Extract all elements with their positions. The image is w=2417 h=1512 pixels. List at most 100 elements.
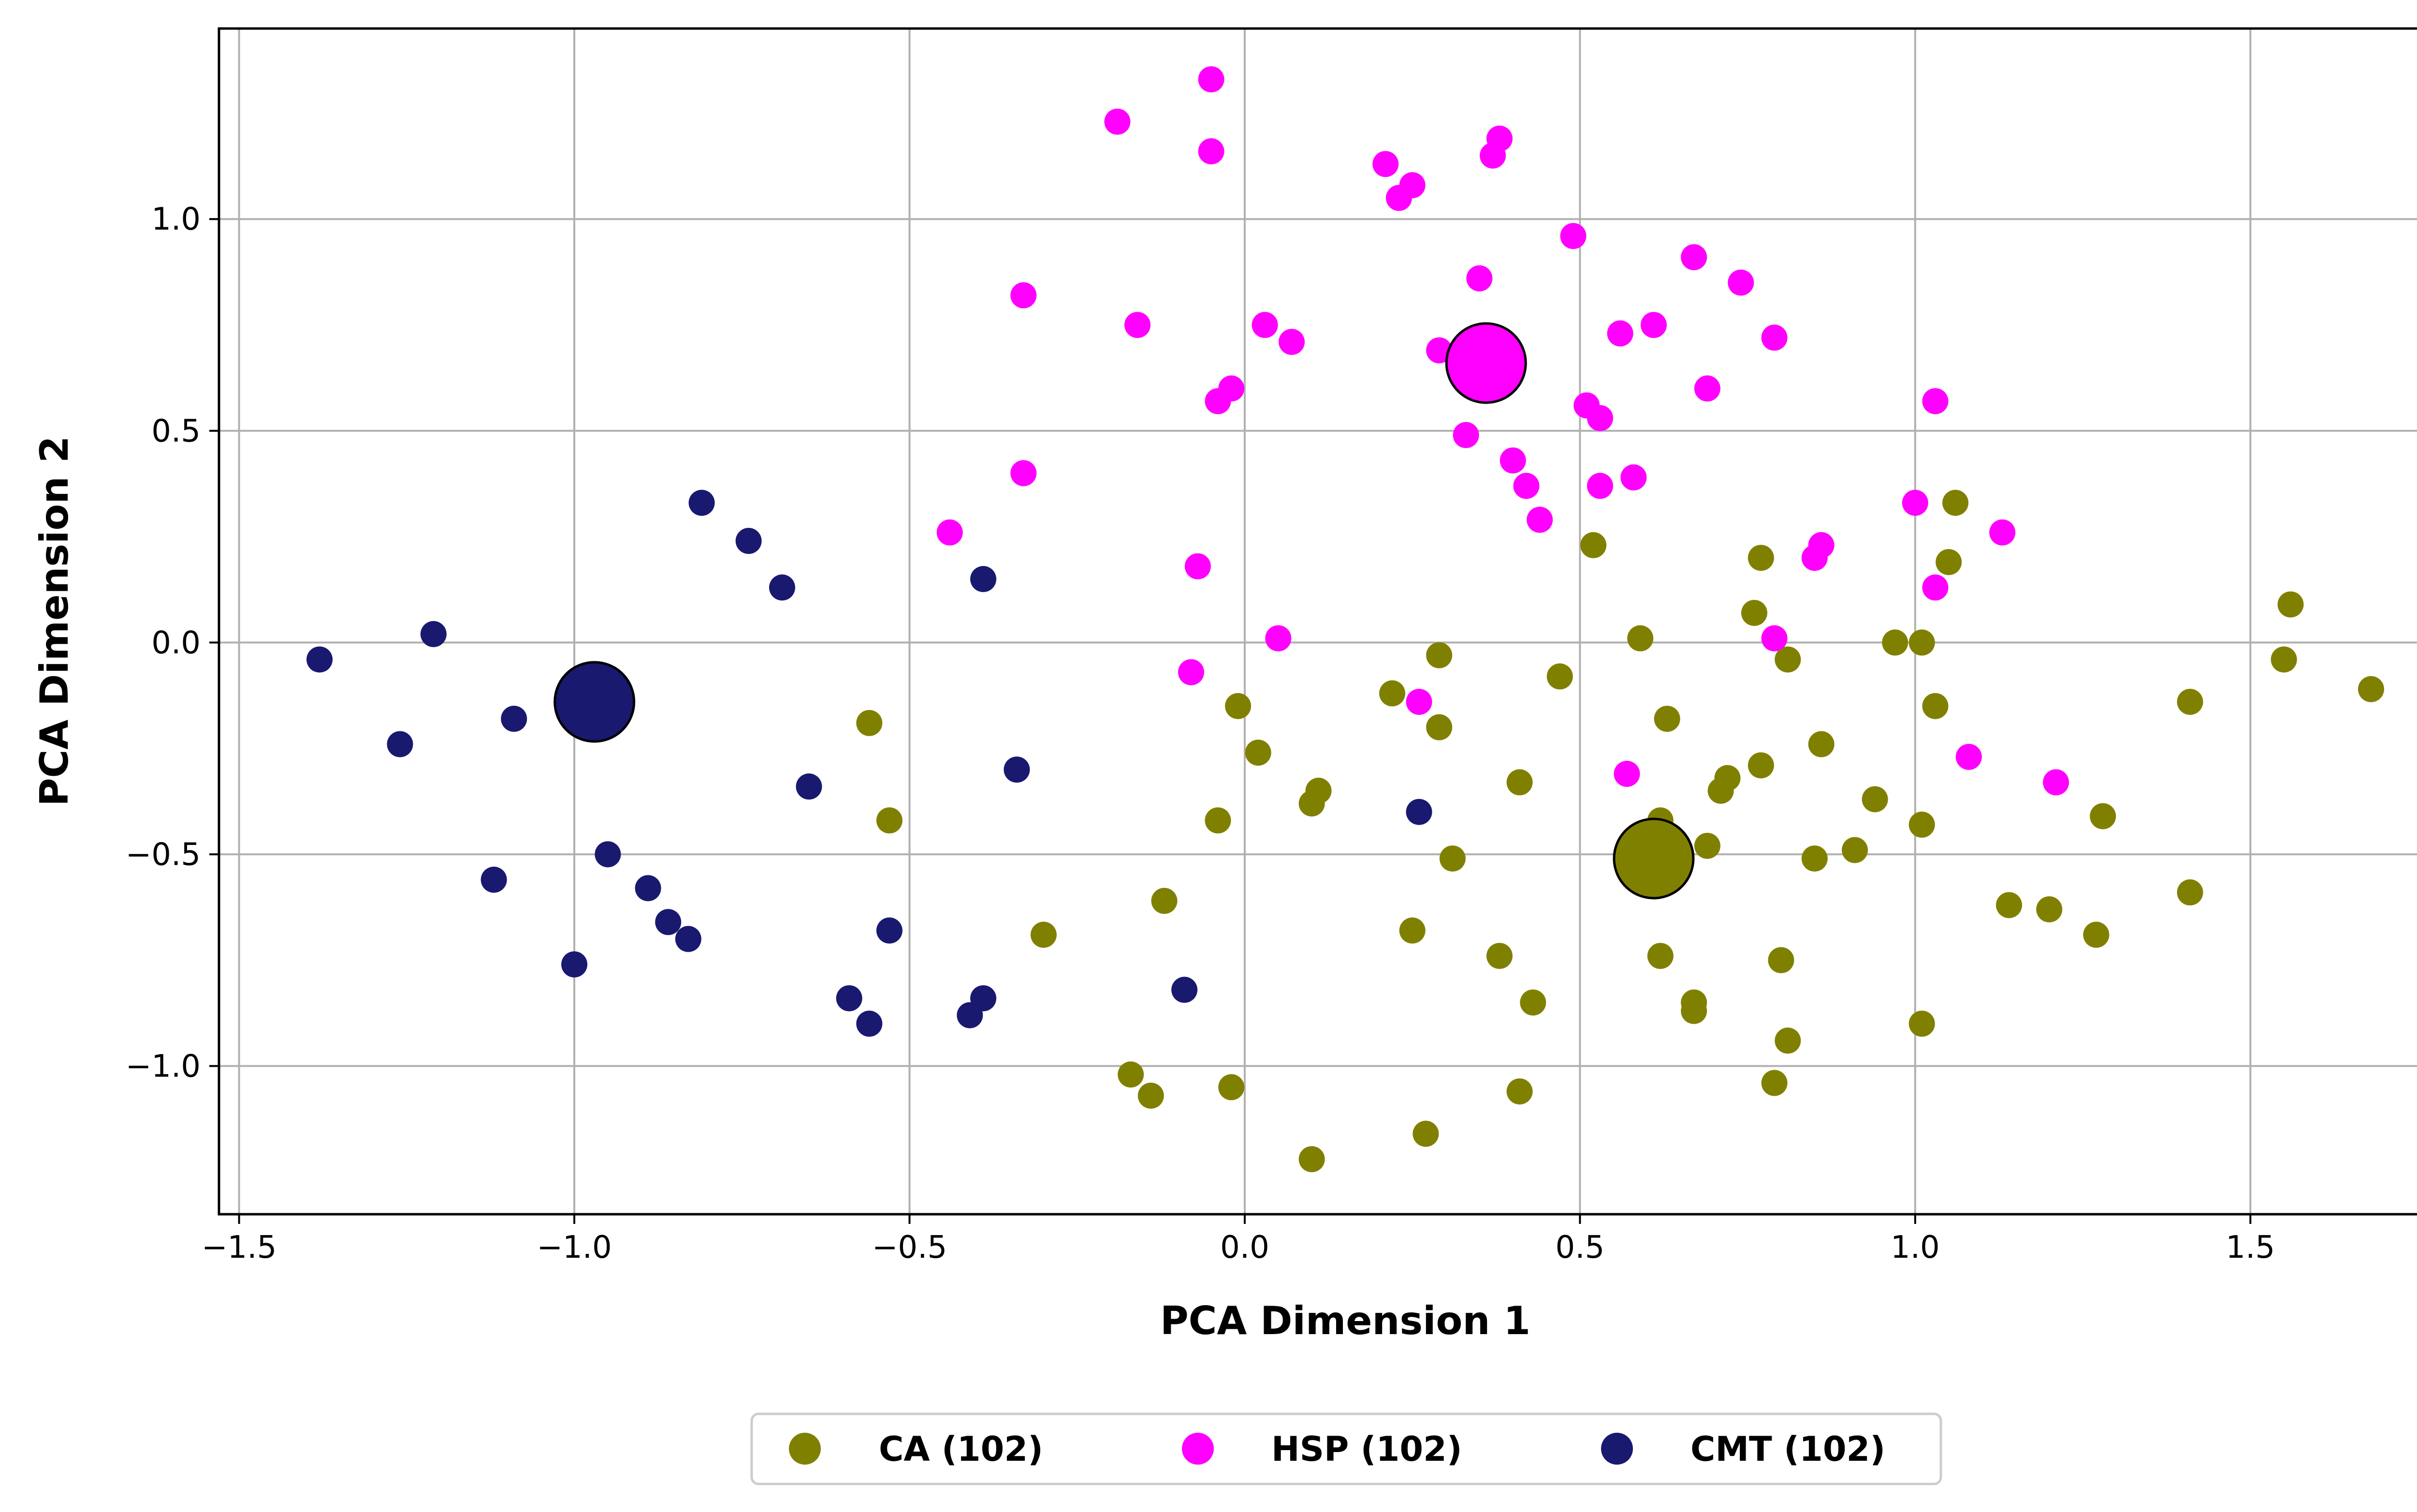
data-point-hsp (1989, 519, 2016, 546)
data-point-cmt (735, 528, 762, 554)
data-point-cmt (688, 490, 715, 516)
centroid-markers (553, 322, 1695, 900)
data-point-hsp (1372, 151, 1399, 177)
data-point-ca (1205, 807, 1231, 834)
y-tick-label: −1.0 (126, 1048, 201, 1084)
x-tick-label: −0.5 (872, 1230, 947, 1265)
data-point-ca (1775, 646, 1801, 673)
plot-frame (218, 27, 2417, 1216)
data-point-hsp (2043, 769, 2069, 796)
data-point-hsp (1104, 108, 1131, 135)
data-point-hsp (1614, 760, 1640, 787)
data-point-hsp (1922, 574, 1949, 601)
data-point-hsp (1902, 490, 1928, 516)
data-point-cmt (876, 917, 903, 944)
data-point-hsp (1587, 473, 1614, 499)
data-point-ca (1908, 1010, 1935, 1037)
data-point-hsp (1694, 375, 1720, 402)
y-tick-label: −0.5 (126, 837, 201, 872)
legend-marker-cmt (1601, 1433, 1633, 1465)
legend-label-ca: CA (102) (879, 1429, 1043, 1469)
data-point-cmt (1171, 976, 1198, 1003)
data-point-cmt (796, 773, 822, 800)
data-point-hsp (1922, 388, 1949, 414)
data-point-ca (1908, 629, 1935, 656)
data-point-ca (1118, 1061, 1144, 1088)
data-point-cmt (769, 574, 795, 601)
data-point-hsp (1399, 172, 1426, 199)
x-tick-label: 1.0 (1891, 1230, 1940, 1265)
legend-entry-hsp: HSP (102) (1182, 1429, 1462, 1469)
data-point-hsp (1500, 447, 1526, 474)
legend-label-cmt: CMT (102) (1690, 1429, 1885, 1469)
data-point-hsp (1265, 625, 1292, 652)
data-point-hsp (1426, 337, 1453, 363)
data-point-cmt (1004, 756, 1030, 783)
data-point-hsp (936, 519, 963, 546)
data-point-cmt (970, 985, 997, 1012)
data-point-ca (2036, 896, 2063, 923)
x-tick-label: −1.5 (202, 1230, 277, 1265)
legend-entry-cmt: CMT (102) (1601, 1429, 1885, 1469)
data-point-hsp (1587, 405, 1614, 431)
data-point-hsp (1681, 244, 1707, 271)
axis-ticks: −1.5 −1.0 −0.5 0.0 0.5 1.0 1.5 −1.0 −0.5 0.0 0.5 1.… (126, 202, 2275, 1265)
data-point-hsp (1218, 375, 1245, 402)
data-point-hsp (1466, 265, 1493, 291)
legend: CA (102) HSP (102) CMT (102) (750, 1412, 1942, 1485)
data-point-ca (1654, 705, 1680, 732)
data-point-cmt (501, 705, 527, 732)
centroid-marker-cmt (553, 661, 636, 743)
data-point-ca (1486, 943, 1513, 969)
data-point-cmt (480, 866, 507, 893)
data-point-ca (1627, 625, 1654, 652)
data-point-hsp (1124, 312, 1151, 338)
data-point-cmt (970, 566, 997, 592)
data-point-ca (1137, 1082, 1164, 1109)
data-point-ca (1245, 740, 1271, 766)
data-point-ca (1747, 545, 1774, 571)
data-point-ca (1842, 837, 1868, 863)
data-point-ca (1801, 845, 1828, 872)
data-point-cmt (1406, 799, 1432, 825)
x-tick-label: 0.0 (1220, 1230, 1269, 1265)
data-point-ca (1225, 693, 1252, 719)
data-point-cmt (836, 985, 862, 1012)
legend-box (750, 1412, 1942, 1485)
data-point-cmt (675, 926, 701, 952)
y-tick-label: 1.0 (151, 202, 201, 237)
data-point-hsp (1010, 460, 1037, 486)
data-point-ca (1996, 892, 2023, 918)
data-point-ca (2358, 676, 2384, 702)
data-point-ca (1647, 943, 1674, 969)
data-point-ca (1298, 1146, 1325, 1173)
data-point-ca (2090, 803, 2116, 829)
data-point-hsp (1184, 553, 1211, 580)
data-point-ca (2271, 646, 2297, 673)
data-point-ca (2277, 591, 2304, 618)
data-point-hsp (1640, 312, 1667, 338)
data-point-hsp (1406, 688, 1432, 715)
data-point-hsp (1198, 66, 1224, 93)
x-tick-label: −1.0 (537, 1230, 612, 1265)
y-tick-label: 0.5 (151, 413, 201, 449)
data-point-cmt (635, 875, 661, 901)
data-point-hsp (1728, 269, 1754, 296)
data-point-ca (1714, 765, 1741, 791)
data-point-cmt (595, 841, 621, 868)
data-point-hsp (1761, 324, 1788, 351)
data-point-hsp (1513, 473, 1540, 499)
data-point-ca (1439, 845, 1466, 872)
data-point-ca (1151, 887, 1178, 914)
data-point-cmt (306, 646, 333, 673)
centroid-marker-hsp (1445, 322, 1527, 404)
data-point-ca (1768, 947, 1794, 974)
data-point-hsp (1010, 282, 1037, 308)
x-tick-label: 0.5 (1556, 1230, 1605, 1265)
data-point-ca (1218, 1074, 1245, 1101)
data-points (306, 66, 2384, 1173)
data-point-ca (1506, 769, 1533, 796)
data-point-ca (1808, 731, 1835, 757)
data-point-ca (1694, 832, 1720, 859)
